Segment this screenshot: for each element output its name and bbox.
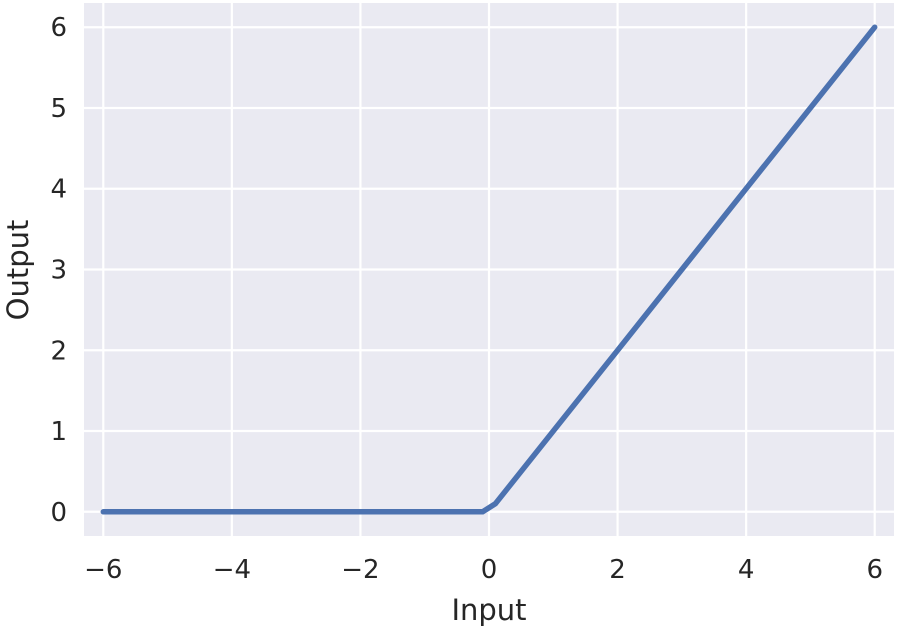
y-tick-label: 0	[50, 498, 67, 528]
x-tick-label: −6	[84, 555, 122, 585]
x-tick-label: 2	[609, 555, 626, 585]
x-tick-label: −2	[341, 555, 379, 585]
x-tick-label: 4	[738, 555, 755, 585]
x-axis-label: Input	[451, 593, 526, 627]
series-layer	[100, 24, 878, 515]
series-line	[100, 24, 878, 515]
y-tick-labels: 0 1 2 3 4 5 6	[50, 13, 67, 528]
y-axis-label: Output	[1, 220, 35, 321]
x-tick-labels: −6 −4 −2 0 2 4 6	[84, 555, 883, 585]
y-tick-label: 3	[50, 256, 67, 286]
y-tick-label: 6	[50, 13, 67, 43]
y-tick-label: 4	[50, 175, 67, 205]
x-tick-label: 0	[481, 555, 498, 585]
y-tick-label: 1	[50, 417, 67, 447]
y-tick-label: 5	[50, 94, 67, 124]
y-tick-label: 2	[50, 336, 67, 366]
x-tick-label: −4	[213, 555, 251, 585]
x-tick-label: 6	[866, 555, 883, 585]
